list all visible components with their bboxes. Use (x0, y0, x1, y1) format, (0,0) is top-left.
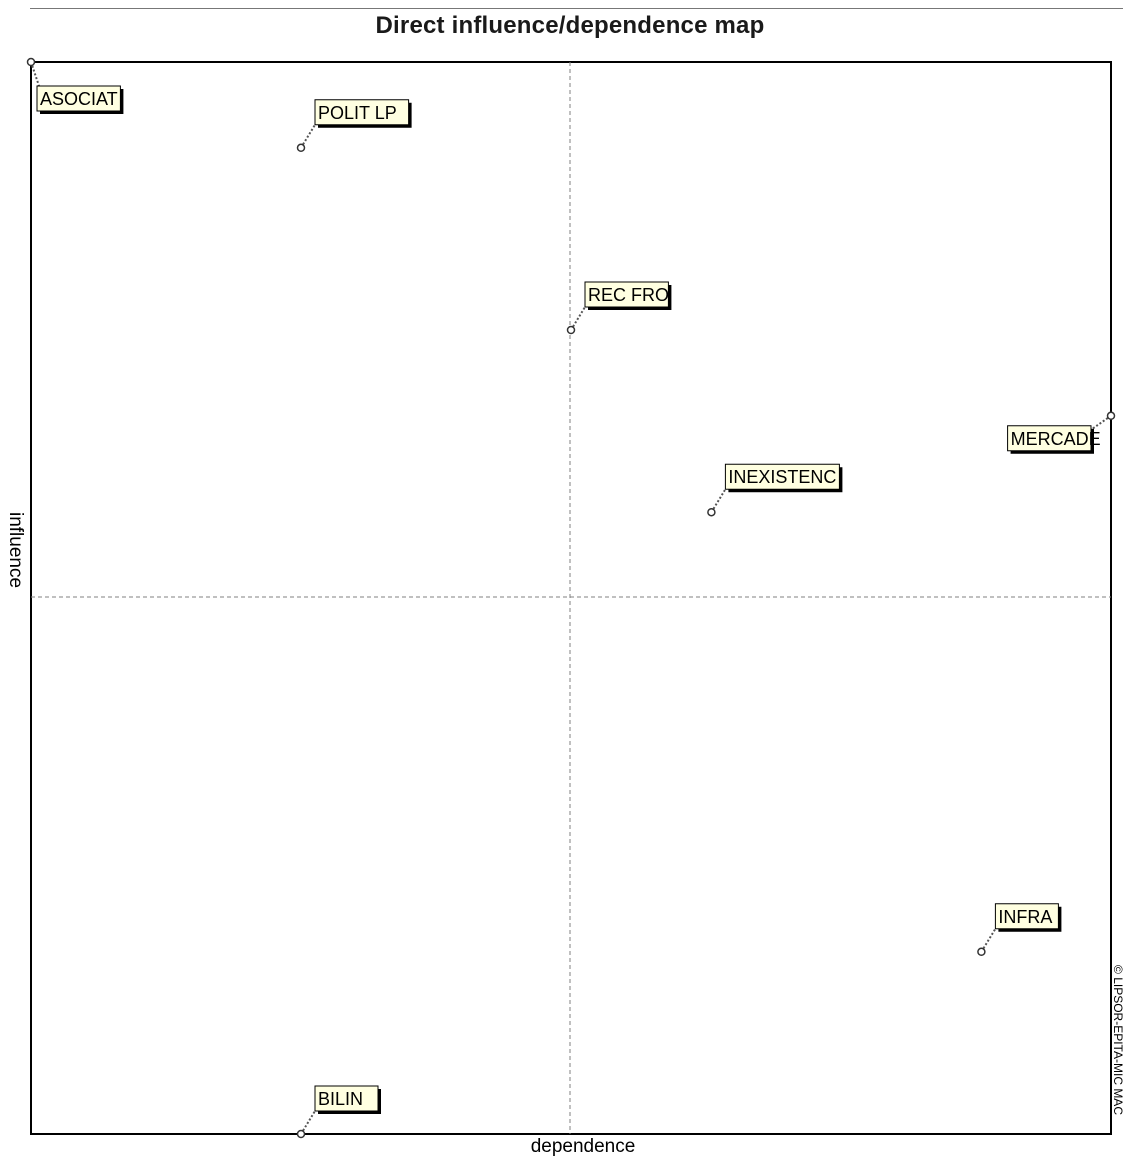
point-label: INFRA (998, 907, 1052, 927)
label-box (314, 1085, 379, 1112)
label-box (584, 281, 669, 308)
plot-frame (30, 61, 1112, 1135)
chart-title: Direct influence/dependence map (375, 12, 765, 39)
copyright-label: © LIPSOR-EPITA-MIC MAC (1111, 965, 1123, 1115)
data-point (977, 947, 986, 957)
point-label: MERCADE (1011, 429, 1101, 449)
data-point (566, 325, 576, 335)
point-group: REC FRO (566, 281, 672, 335)
data-point (707, 507, 716, 517)
data-point (26, 57, 36, 67)
point-label: ASOCIAT (40, 89, 118, 109)
point-group: ASOCIAT (26, 57, 124, 114)
leader-line (710, 488, 727, 513)
data-point (296, 1129, 306, 1139)
point-group: BILIN (296, 1085, 381, 1139)
data-point (1106, 411, 1116, 421)
label-box (1007, 425, 1092, 452)
point-group: INFRA (977, 903, 1062, 957)
points-layer: ASOCIAT POLIT LP REC FRO MERCADE INEXISTENC I… (26, 57, 1116, 1139)
leader-line (570, 306, 586, 331)
leader-line (300, 1110, 316, 1135)
point-label: REC FRO (588, 285, 669, 305)
point-label: INEXISTENC (728, 467, 836, 487)
label-box (36, 85, 121, 112)
data-point (296, 143, 306, 153)
point-label: POLIT LP (318, 103, 397, 123)
top-rule (30, 8, 1123, 9)
label-box (994, 903, 1059, 930)
point-label: BILIN (318, 1089, 363, 1109)
leader-line (980, 928, 997, 953)
point-group: POLIT LP (296, 99, 412, 153)
leader-line (300, 124, 316, 149)
label-box (724, 463, 840, 490)
label-box (314, 99, 410, 126)
x-axis-label: dependence (531, 1136, 636, 1156)
point-group: INEXISTENC (707, 463, 843, 517)
point-group: MERCADE (1007, 411, 1116, 454)
y-axis-label: influence (5, 512, 26, 588)
